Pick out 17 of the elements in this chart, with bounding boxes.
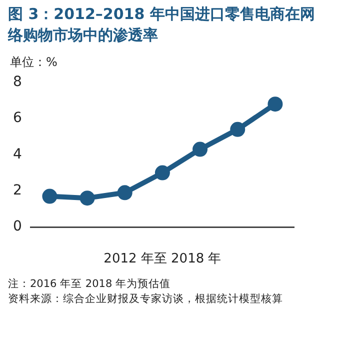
text: 资料来源：综合企业财报及专家访谈，根据统计模型核算 bbox=[8, 292, 284, 307]
y-axis-title: 单位：% bbox=[9, 54, 58, 71]
y-tick-label: 2 bbox=[12, 182, 22, 198]
y-tick-label: 0 bbox=[12, 218, 22, 235]
x-axis-title: 2012 年至 2018 年 bbox=[104, 252, 222, 267]
point bbox=[268, 96, 283, 112]
y-tick-label: 8 bbox=[12, 74, 22, 90]
point bbox=[154, 165, 170, 180]
point bbox=[192, 142, 208, 157]
y-tick-label: 4 bbox=[12, 146, 22, 162]
point bbox=[80, 190, 95, 206]
point bbox=[230, 122, 246, 137]
text: 注：2016 年至 2018 年为预估值 bbox=[8, 277, 172, 292]
chart-title: 图 3：2012–2018 年中国进口零售电商在网络购物市场中的渗透率 bbox=[6, 4, 316, 46]
y-tick-label: 6 bbox=[12, 110, 22, 126]
point bbox=[42, 188, 58, 204]
point bbox=[117, 185, 132, 200]
